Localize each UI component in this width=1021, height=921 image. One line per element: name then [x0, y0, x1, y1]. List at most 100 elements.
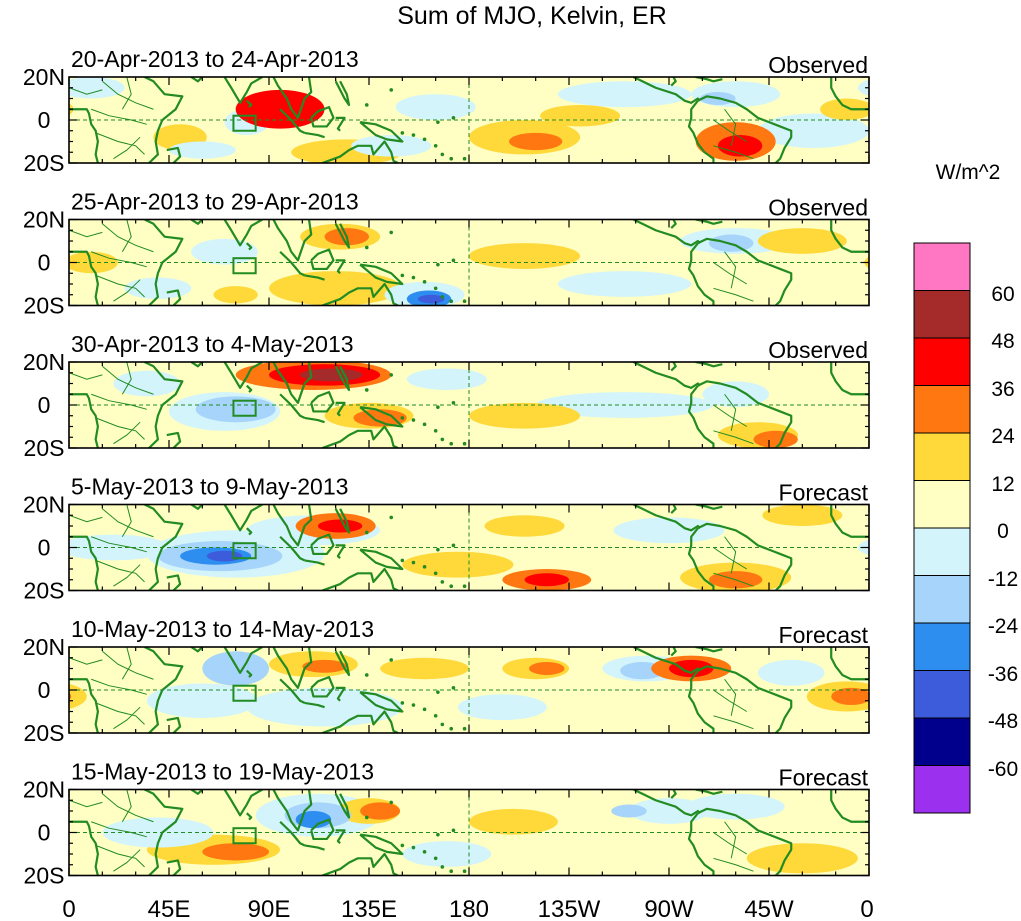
coastline [321, 852, 399, 876]
coastline [830, 77, 869, 111]
island-marker [462, 584, 467, 588]
coastline [223, 504, 263, 532]
lat-tick-label: 20N [23, 207, 65, 233]
lon-tick-label: 90W [644, 896, 694, 921]
island-marker [389, 658, 394, 662]
island-marker [400, 558, 405, 563]
colorbar-boxes [913, 242, 971, 814]
coastline [310, 533, 335, 556]
island-marker [436, 547, 440, 552]
anomaly-contour [402, 841, 492, 867]
coastline [334, 650, 351, 677]
anomaly-contour [302, 659, 347, 673]
country-border [121, 362, 132, 395]
map-panel: 20-Apr-2013 to 24-Apr-2013 Observed 20N 0 20… [23, 46, 1021, 176]
island-marker [440, 437, 445, 442]
anomaly-contour [1007, 551, 1021, 562]
panel-status: Observed [768, 337, 868, 363]
island-marker [433, 286, 438, 291]
country-border [724, 821, 737, 859]
lat-tick-label: 20S [24, 150, 65, 176]
island-marker [364, 673, 369, 677]
map-panel: 5-May-2013 to 9-May-2013 Forecast 20N 0 20S [23, 474, 1021, 604]
country-border [713, 430, 754, 445]
coastline [246, 669, 253, 678]
coastline [144, 77, 184, 163]
island-marker [422, 707, 427, 712]
island-marker [364, 245, 369, 250]
lon-tick-label: 45W [744, 896, 794, 921]
colorbar-level-label: -48 [988, 710, 1018, 733]
island-marker [433, 856, 438, 861]
country-border [713, 857, 754, 872]
country-border [69, 514, 103, 523]
lat-tick-label: 20N [23, 349, 65, 375]
anomaly-contour [1002, 843, 1021, 860]
coastline [321, 140, 399, 163]
lat-tick-label: 20S [24, 720, 65, 746]
country-border [121, 219, 132, 253]
country-border [69, 229, 103, 238]
coastline [304, 559, 325, 566]
anomaly-field [69, 77, 1021, 163]
country-border [91, 251, 147, 268]
map-panel: 25-Apr-2013 to 29-Apr-2013 Observed 20N 0 20… [23, 189, 1021, 319]
anomaly-contour [469, 808, 558, 835]
country-border [113, 564, 141, 587]
coastline [697, 380, 793, 448]
colorbar-swatch [913, 242, 971, 291]
coastline [272, 647, 313, 689]
anomaly-contour [557, 271, 692, 297]
lat-tick-label: 0 [38, 392, 51, 418]
anomaly-field [69, 362, 869, 448]
country-border [113, 706, 141, 730]
coastline [144, 504, 184, 591]
coastline [304, 416, 325, 424]
coastline [272, 219, 313, 262]
anomaly-contour [753, 430, 798, 448]
island-marker [364, 388, 369, 392]
coastline [670, 362, 677, 372]
coastline [166, 289, 182, 306]
anomaly-contour [864, 256, 869, 269]
island-marker [411, 703, 416, 707]
island-marker [400, 131, 405, 135]
island-marker [389, 88, 394, 92]
colorbar-level-label: -24 [988, 615, 1019, 638]
island-marker [411, 418, 416, 422]
island-marker [440, 152, 445, 157]
index-region-box [232, 114, 257, 132]
coastline [279, 535, 306, 562]
island-marker [436, 690, 440, 694]
coastline [830, 789, 869, 823]
lat-tick-label: 20S [24, 863, 65, 889]
island-marker [462, 869, 467, 873]
anomaly-contour [820, 98, 869, 120]
anomaly-contour [417, 294, 445, 304]
panels-layer: 20-Apr-2013 to 24-Apr-2013 Observed 20N 0 20… [23, 46, 1021, 889]
country-border [91, 108, 147, 125]
country-border [102, 793, 154, 823]
coastline [670, 77, 677, 87]
country-border [95, 844, 145, 868]
anomaly-contour [953, 124, 1006, 150]
country-border [91, 536, 147, 553]
colorbar-swatch [913, 670, 971, 719]
anomaly-contour [991, 239, 1021, 265]
anomaly-contour [902, 817, 1013, 847]
island-marker [411, 275, 416, 280]
coastline [223, 362, 263, 389]
country-border [69, 799, 103, 808]
colorbar-unit-label: W/m^2 [936, 161, 1001, 184]
anomaly-contour [757, 113, 869, 148]
anomaly-contour [857, 79, 869, 96]
coastline [359, 121, 404, 143]
anomaly-contour [202, 651, 269, 686]
country-border [113, 849, 141, 872]
anomaly-contour [969, 142, 1021, 159]
coastline [697, 95, 793, 163]
index-region-box [232, 684, 257, 702]
country-border [713, 572, 754, 587]
coastline [272, 789, 313, 832]
coastline [190, 77, 204, 83]
